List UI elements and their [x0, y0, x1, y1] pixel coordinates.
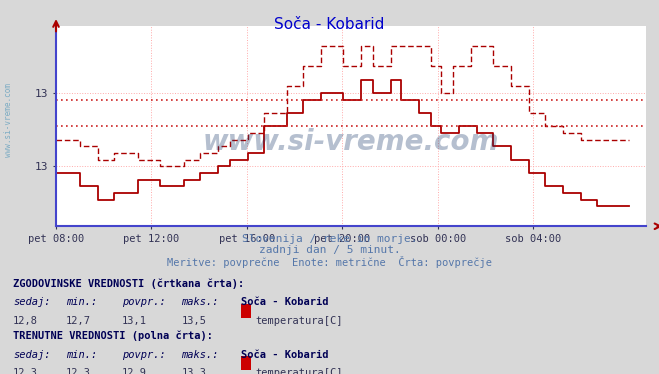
Text: temperatura[C]: temperatura[C] [255, 368, 343, 374]
Text: Soča - Kobarid: Soča - Kobarid [241, 350, 328, 360]
Text: 12,8: 12,8 [13, 316, 38, 326]
Text: ZGODOVINSKE VREDNOSTI (črtkana črta):: ZGODOVINSKE VREDNOSTI (črtkana črta): [13, 279, 244, 289]
Text: min.:: min.: [66, 350, 97, 360]
Text: zadnji dan / 5 minut.: zadnji dan / 5 minut. [258, 245, 401, 255]
Text: sedaj:: sedaj: [13, 350, 51, 360]
Text: 12,7: 12,7 [66, 316, 91, 326]
Text: maks.:: maks.: [181, 297, 219, 307]
Text: TRENUTNE VREDNOSTI (polna črta):: TRENUTNE VREDNOSTI (polna črta): [13, 331, 213, 341]
Text: povpr.:: povpr.: [122, 350, 165, 360]
Text: 12,9: 12,9 [122, 368, 147, 374]
Text: Slovenija / reke in morje.: Slovenija / reke in morje. [242, 234, 417, 244]
Text: 12,3: 12,3 [66, 368, 91, 374]
Text: 13,1: 13,1 [122, 316, 147, 326]
Text: 12,3: 12,3 [13, 368, 38, 374]
Text: min.:: min.: [66, 297, 97, 307]
Text: www.si-vreme.com: www.si-vreme.com [203, 128, 499, 156]
Text: sedaj:: sedaj: [13, 297, 51, 307]
Text: maks.:: maks.: [181, 350, 219, 360]
Text: Meritve: povprečne  Enote: metrične  Črta: povprečje: Meritve: povprečne Enote: metrične Črta:… [167, 256, 492, 268]
Text: Soča - Kobarid: Soča - Kobarid [274, 17, 385, 32]
Text: Soča - Kobarid: Soča - Kobarid [241, 297, 328, 307]
Text: povpr.:: povpr.: [122, 297, 165, 307]
Text: 13,3: 13,3 [181, 368, 206, 374]
Text: www.si-vreme.com: www.si-vreme.com [4, 83, 13, 157]
Text: 13,5: 13,5 [181, 316, 206, 326]
Text: temperatura[C]: temperatura[C] [255, 316, 343, 326]
